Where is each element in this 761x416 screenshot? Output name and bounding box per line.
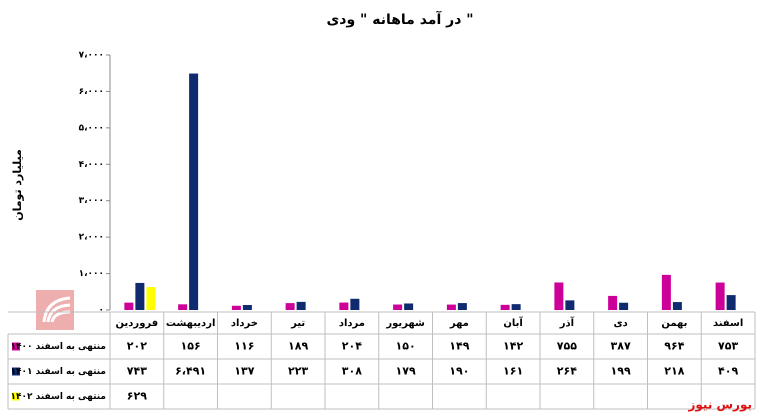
data-label: ۳۸۷ [611, 340, 631, 353]
bar [124, 302, 134, 310]
data-label: ۱۶۱ [503, 365, 523, 378]
legend-label: منتهی به اسفند ۱۴۰۰ [11, 342, 106, 352]
data-label: ۲۲۳ [288, 365, 308, 378]
y-tick-label: ۷،۰۰۰ [79, 51, 104, 61]
y-tick-label: ۱،۰۰۰ [79, 269, 104, 279]
y-axis-label: میلیارد تومان [11, 149, 24, 221]
chart-title: در آمد ماهانه " ودی " [326, 10, 473, 28]
data-label: ۲۰۴ [342, 340, 362, 353]
x-tick-label: تیر [290, 318, 305, 329]
bar [242, 305, 252, 310]
legend-label: منتهی به اسفند ۱۴۰۱ [11, 367, 106, 377]
source: بورس نیوز [687, 398, 752, 413]
x-tick-label: بهمن [661, 318, 687, 329]
bar [404, 303, 414, 310]
bar [619, 302, 629, 310]
bar [500, 304, 510, 310]
data-label: ۱۹۰ [449, 365, 469, 378]
legend-swatch [12, 367, 20, 376]
x-tick-label: مرداد [339, 318, 365, 329]
bar [715, 282, 725, 310]
legend-label: منتهی به اسفند ۱۴۰۲ [11, 392, 106, 402]
data-label: ۲۶۴ [557, 365, 577, 378]
bar [189, 73, 199, 310]
y-tick-label: ۳،۰۰۰ [79, 196, 104, 206]
bar [296, 301, 306, 310]
bar [608, 295, 618, 310]
bar [350, 298, 360, 310]
x-tick-label: مهر [449, 318, 469, 329]
data-label: ۲۰۲ [127, 340, 147, 353]
bar [393, 304, 403, 310]
y-tick-label: ۰ [99, 306, 105, 316]
data-label: ۱۵۰ [396, 340, 416, 353]
data-label: ۷۴۳ [127, 365, 147, 378]
data-label: ۱۴۲ [503, 340, 523, 353]
bar [511, 304, 521, 310]
data-label: ۱۳۷ [234, 365, 254, 378]
data-label: ۱۵۶ [181, 340, 201, 353]
data-label: ۱۹۹ [611, 365, 631, 378]
x-tick-label: فروردین [116, 318, 159, 329]
bar [231, 305, 241, 310]
x-tick-label: اردیبهشت [166, 318, 216, 329]
bar [661, 274, 671, 310]
data-label: ۲۱۸ [664, 365, 684, 378]
legend-swatch [12, 342, 20, 351]
x-tick-label: آبان [503, 316, 523, 329]
data-label: ۱۴۹ [449, 340, 469, 353]
bar [135, 282, 145, 310]
y-tick-label: ۲،۰۰۰ [79, 233, 104, 243]
bar [146, 287, 156, 310]
y-tick-label: ۵،۰۰۰ [79, 123, 104, 133]
data-label: ۹۶۴ [664, 340, 684, 353]
x-tick-label: اسفند [713, 318, 743, 329]
data-label: ۶۲۹ [127, 390, 147, 403]
bar [339, 302, 349, 310]
x-tick-label: دی [613, 318, 627, 329]
bar [672, 302, 682, 310]
data-label: ۱۸۹ [288, 340, 308, 353]
data-label: ۱۷۹ [396, 365, 416, 378]
legend-swatch [12, 392, 20, 401]
x-tick-label: آذر [559, 316, 575, 329]
x-tick-label: شهریور [385, 318, 425, 329]
data-label: ۴۰۹ [718, 365, 738, 378]
data-label: ۳۰۸ [342, 365, 362, 378]
data-label: ۱۱۶ [234, 340, 254, 353]
y-tick-label: ۴،۰۰۰ [79, 160, 104, 170]
y-tick-label: ۶،۰۰۰ [79, 87, 104, 97]
data-label: ۷۵۳ [718, 340, 738, 353]
x-tick-label: خرداد [231, 318, 258, 329]
data-label: ۶،۴۹۱ [175, 365, 206, 378]
bar [457, 303, 467, 310]
data-label: ۷۵۵ [557, 340, 577, 353]
bar [446, 304, 456, 310]
bar [178, 304, 188, 310]
bar [285, 303, 295, 310]
bar [726, 295, 736, 310]
bar [565, 300, 575, 310]
bar [554, 282, 564, 310]
logo [36, 290, 74, 330]
